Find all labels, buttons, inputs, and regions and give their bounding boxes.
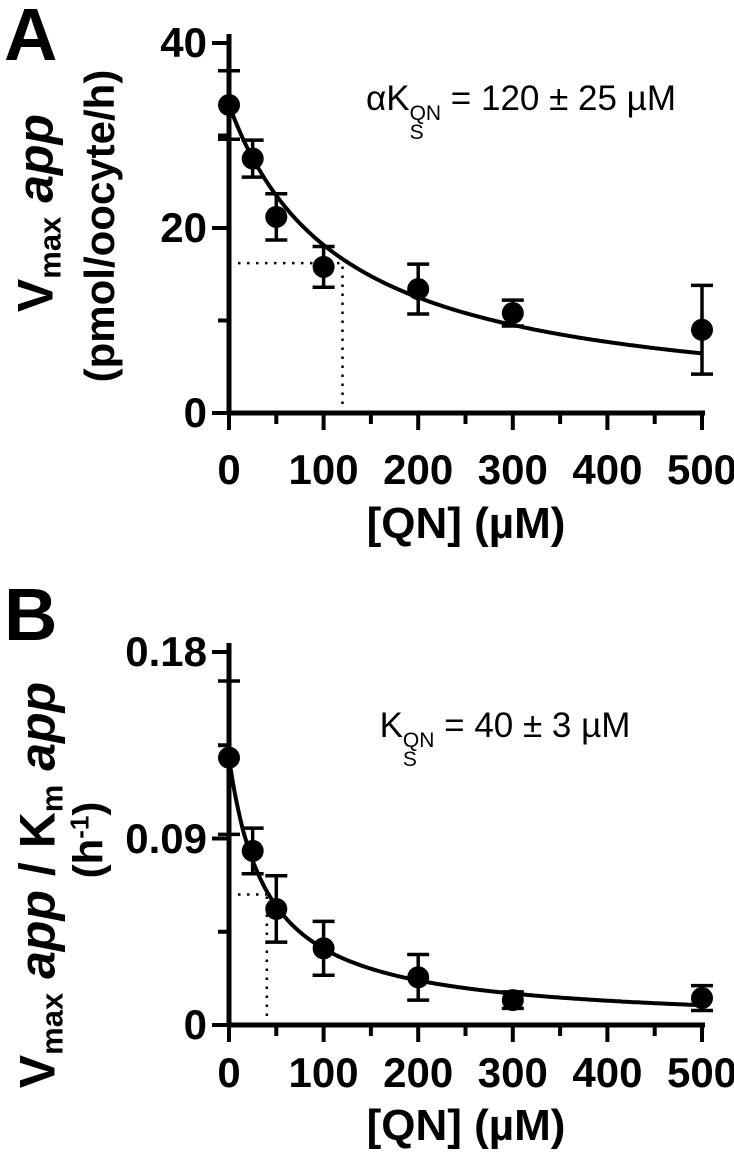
panel-a-x-tick-label: 0	[217, 446, 241, 493]
panel-b-y-tick-label: 0.18	[125, 628, 207, 675]
data-point	[241, 147, 264, 170]
stacked-sup-sub: QN S	[402, 729, 435, 772]
panel-a-letter: A	[4, 0, 58, 76]
panel-a-plot	[212, 34, 713, 430]
panel-a-annotation: αK QN S = 120 ± 25 µM	[365, 79, 677, 145]
panel-b-fit-curve	[227, 757, 703, 1008]
panel-a-x-tick-label: 500	[666, 446, 734, 493]
panel-b-x-tick-label: 200	[383, 1049, 454, 1096]
data-point	[501, 989, 524, 1012]
panel-b-x-tick-label: 300	[477, 1049, 548, 1096]
panel-b-x-tick-label: 400	[572, 1049, 643, 1096]
panel-a-x-tick-label: 400	[572, 446, 643, 493]
panel-b-plot	[212, 643, 713, 1042]
panel-b-x-tick-label: 0	[217, 1049, 241, 1096]
data-point	[691, 318, 713, 341]
data-point	[407, 278, 430, 301]
panel-b-axes	[226, 643, 705, 1028]
data-point	[218, 94, 240, 116]
data-point	[265, 205, 288, 228]
panel-a-y-tick-label: 0	[183, 389, 207, 436]
panel-a-x-tick-label: 100	[288, 446, 359, 493]
data-point	[312, 255, 335, 278]
panel-a-dotted-guides	[229, 261, 344, 413]
stacked-sup-sub: QN S	[409, 102, 442, 145]
panel-b-data-points	[218, 746, 713, 1012]
panel-b-y-axis-label-line1: Vmax app / Km app	[9, 681, 70, 1089]
panel-b-ticks	[212, 650, 704, 1042]
panel-b-x-tick-label: 100	[288, 1049, 359, 1096]
panel-a-y-tick-label: 40	[160, 19, 207, 66]
panel-b-y-tick-label: 0	[183, 1001, 207, 1048]
panel-b-dotted-guides	[229, 893, 269, 1025]
panel-b-x-axis-label: [QN] (µM)	[366, 1101, 566, 1150]
panel-b-annotation: K QN S = 40 ± 3 µM	[379, 706, 631, 772]
panel-a-fit-curve	[227, 104, 703, 356]
panel-b-letter: B	[4, 573, 58, 656]
panel-a-y-axis-label-line2: (pmol/oocyte/h)	[76, 69, 123, 383]
panel-b-y-tick-label: 0.09	[125, 814, 207, 862]
panel-a-data-points	[218, 94, 713, 341]
data-point	[312, 937, 335, 960]
data-point	[265, 898, 288, 920]
panel-a-ticks	[212, 41, 704, 430]
data-point	[218, 746, 240, 769]
data-point	[501, 302, 524, 325]
panel-b-y-axis-label-line2: (h-1)	[64, 801, 112, 879]
data-point	[691, 987, 713, 1010]
panel-a-x-tick-label: 300	[477, 446, 548, 493]
data-point	[241, 839, 264, 862]
panel-a-x-tick-label: 200	[383, 446, 454, 493]
data-point	[407, 966, 430, 989]
panel-a-y-tick-label: 20	[160, 204, 207, 251]
panel-a-x-axis-label: [QN] (µM)	[366, 499, 566, 548]
panel-b-x-tick-label: 500	[666, 1049, 734, 1096]
panel-a-y-axis-label-line1: Vmax app	[7, 113, 68, 313]
